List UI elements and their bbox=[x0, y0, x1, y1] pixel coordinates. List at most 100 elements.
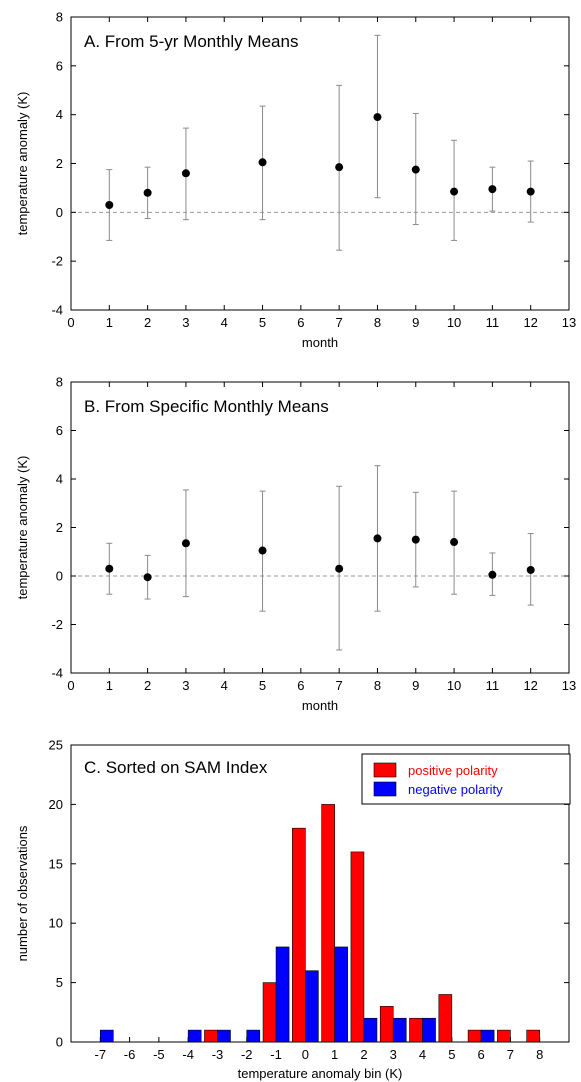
y-tick-label: -2 bbox=[51, 254, 63, 269]
bar-negative-polarity bbox=[99, 1029, 114, 1043]
x-tick-label: 0 bbox=[67, 678, 74, 693]
data-point bbox=[335, 163, 344, 172]
legend-swatch bbox=[373, 781, 397, 797]
x-tick-label: 5 bbox=[259, 678, 266, 693]
data-point bbox=[373, 534, 382, 543]
x-tick-label: 2 bbox=[144, 678, 151, 693]
data-point bbox=[105, 201, 114, 210]
bar-positive-polarity bbox=[438, 994, 453, 1043]
y-tick-label: 2 bbox=[56, 520, 63, 535]
data-point bbox=[526, 187, 535, 196]
data-point bbox=[450, 538, 459, 547]
x-tick-label: -1 bbox=[270, 1047, 282, 1062]
bar-positive-polarity bbox=[526, 1029, 541, 1043]
x-tick-label: 10 bbox=[447, 315, 461, 330]
y-tick-label: 10 bbox=[49, 916, 63, 931]
x-tick-label: 0 bbox=[302, 1047, 309, 1062]
data-point bbox=[335, 564, 344, 573]
x-tick-label: 1 bbox=[331, 1047, 338, 1062]
bar-negative-polarity bbox=[392, 1017, 407, 1043]
x-tick-label: -6 bbox=[124, 1047, 136, 1062]
plot-frame bbox=[70, 744, 570, 1043]
data-point bbox=[143, 573, 152, 582]
x-tick-label: -4 bbox=[182, 1047, 194, 1062]
plot-frame bbox=[70, 381, 570, 674]
legend-swatch bbox=[373, 762, 397, 778]
legend-box bbox=[361, 753, 571, 805]
bar-negative-polarity bbox=[217, 1029, 231, 1043]
bar-negative-polarity bbox=[480, 1029, 495, 1043]
x-axis-label: month bbox=[302, 698, 338, 713]
bar-positive-polarity bbox=[321, 804, 335, 1043]
x-tick-label: 13 bbox=[562, 678, 576, 693]
x-tick-label: 12 bbox=[523, 678, 537, 693]
x-tick-label: 4 bbox=[419, 1047, 426, 1062]
x-tick-label: 1 bbox=[106, 315, 113, 330]
bar-negative-polarity bbox=[187, 1029, 202, 1043]
y-tick-label: -2 bbox=[51, 617, 63, 632]
panel-c: 0 5 10 15 20 25 -7 -6 -5 -4 -3 -2 -1 0 1 2 3 4 5 6 7 8 positiv… bbox=[15, 738, 571, 1081]
y-tick-label: 5 bbox=[56, 975, 63, 990]
x-tick-label: 5 bbox=[448, 1047, 455, 1062]
y-tick-label: 0 bbox=[56, 205, 63, 220]
x-tick-label: 1 bbox=[106, 678, 113, 693]
y-tick-label: 25 bbox=[49, 738, 63, 753]
data-point bbox=[181, 169, 190, 178]
x-tick-label: 3 bbox=[182, 678, 189, 693]
y-tick-label: 8 bbox=[56, 10, 63, 25]
bar-negative-polarity bbox=[305, 970, 319, 1043]
x-tick-label: -2 bbox=[241, 1047, 253, 1062]
bar-positive-polarity bbox=[467, 1029, 482, 1043]
bar-negative-polarity bbox=[334, 946, 348, 1043]
x-tick-label: 9 bbox=[412, 678, 419, 693]
chart-title: C. Sorted on SAM Index bbox=[84, 758, 268, 777]
plot-frame bbox=[70, 16, 570, 311]
bar-positive-polarity bbox=[379, 1006, 394, 1043]
bar-positive-polarity bbox=[350, 851, 365, 1043]
data-point bbox=[105, 564, 114, 573]
y-tick-label: -4 bbox=[51, 666, 63, 681]
y-axis-label: temperature anomaly (K) bbox=[15, 456, 30, 600]
legend-label: positive polarity bbox=[408, 763, 498, 778]
y-tick-label: 0 bbox=[56, 569, 63, 584]
x-tick-label: 6 bbox=[297, 315, 304, 330]
y-tick-label: -4 bbox=[51, 303, 63, 318]
x-tick-label: 7 bbox=[336, 315, 343, 330]
x-tick-label: 9 bbox=[412, 315, 419, 330]
y-tick-label: 20 bbox=[49, 797, 63, 812]
x-tick-label: 7 bbox=[336, 678, 343, 693]
bar-negative-polarity bbox=[246, 1029, 261, 1043]
x-tick-label: 8 bbox=[374, 315, 381, 330]
y-tick-label: 4 bbox=[56, 472, 63, 487]
x-axis-label: month bbox=[302, 335, 338, 350]
x-tick-label: 13 bbox=[562, 315, 576, 330]
bar-positive-polarity bbox=[204, 1029, 218, 1043]
chart-title: B. From Specific Monthly Means bbox=[84, 397, 329, 416]
x-tick-label: 11 bbox=[486, 315, 500, 330]
y-axis-label: number of observations bbox=[15, 825, 30, 961]
legend-label: negative polarity bbox=[408, 782, 503, 797]
data-point bbox=[373, 113, 382, 122]
x-tick-label: 2 bbox=[360, 1047, 367, 1062]
x-tick-label: 12 bbox=[523, 315, 537, 330]
y-tick-label: 0 bbox=[56, 1035, 63, 1050]
bar-positive-polarity bbox=[262, 982, 277, 1043]
y-tick-label: 6 bbox=[56, 58, 63, 73]
x-tick-label: 8 bbox=[374, 678, 381, 693]
x-tick-label: -7 bbox=[95, 1047, 107, 1062]
x-tick-label: 4 bbox=[221, 315, 228, 330]
data-point bbox=[488, 570, 497, 579]
x-tick-label: 2 bbox=[144, 315, 151, 330]
bar-positive-polarity bbox=[497, 1029, 511, 1043]
bar-positive-polarity bbox=[409, 1017, 423, 1043]
x-tick-label: 5 bbox=[259, 315, 266, 330]
x-tick-label: -3 bbox=[212, 1047, 224, 1062]
bar-negative-polarity bbox=[275, 946, 290, 1043]
x-tick-label: 8 bbox=[536, 1047, 543, 1062]
data-point bbox=[488, 185, 497, 194]
data-point bbox=[258, 158, 267, 167]
x-tick-label: 6 bbox=[297, 678, 304, 693]
